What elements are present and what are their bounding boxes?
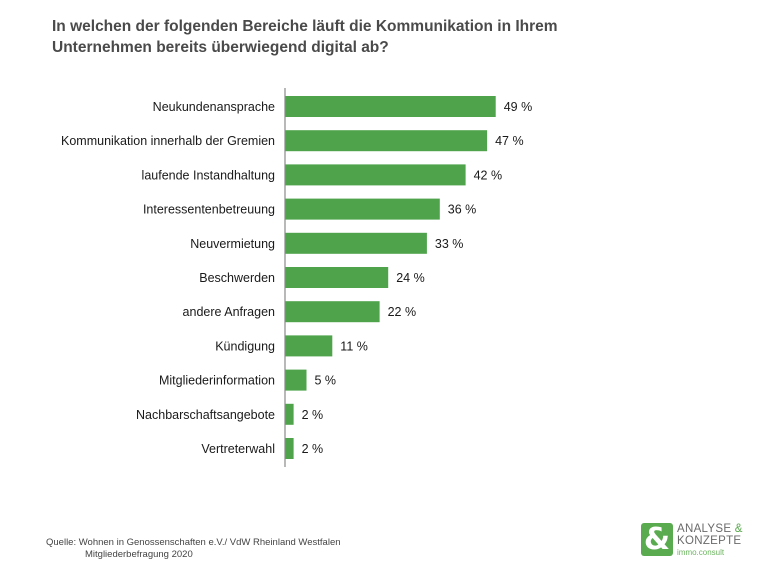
ampersand-logo-icon: &: [641, 523, 673, 556]
bar-10: [285, 438, 294, 459]
chart-title-line-1: In welchen der folgenden Bereiche läuft …: [52, 18, 558, 35]
bar-9: [285, 403, 294, 425]
category-label: Vertreterwahl: [201, 442, 275, 456]
category-label: Neukundenansprache: [153, 100, 275, 114]
value-label: 42 %: [474, 168, 503, 182]
bar-2: [285, 164, 466, 186]
value-label: 49 %: [504, 100, 533, 114]
category-label: Mitgliederinformation: [159, 374, 275, 388]
company-logo: & ANALYSE & KONZEPTE immo.consult: [641, 522, 761, 560]
value-label: 5 %: [315, 374, 337, 388]
value-label: 24 %: [396, 271, 425, 285]
logo-text-konzepte: KONZEPTE: [677, 535, 742, 547]
source-line-1: Quelle: Wohnen in Genossenschaften e.V./…: [46, 537, 341, 548]
bar-4: [285, 232, 427, 254]
value-label: 2 %: [302, 442, 324, 456]
category-label: andere Anfragen: [183, 305, 275, 319]
bar-0: [285, 96, 496, 117]
category-label: Nachbarschaftsangebote: [136, 408, 275, 422]
category-label: Kommunikation innerhalb der Gremien: [61, 134, 275, 148]
bar-6: [285, 301, 380, 323]
logo-text-analyse: ANALYSE &: [677, 523, 743, 535]
category-label: Kündigung: [215, 339, 275, 353]
source-line-2: Mitgliederbefragung 2020: [85, 549, 193, 560]
value-label: 11 %: [340, 339, 368, 353]
chart-title: In welchen der folgenden Bereiche läuft …: [52, 16, 652, 58]
logo-text-ampersand: &: [734, 523, 743, 535]
value-label: 47 %: [495, 134, 523, 148]
category-label: Interessentenbetreuung: [143, 203, 275, 217]
logo-text-immo-consult: immo.consult: [677, 548, 725, 557]
value-label: 33 %: [435, 237, 464, 251]
bar-8: [285, 369, 307, 391]
category-label: Neuvermietung: [190, 237, 275, 251]
value-label: 36 %: [448, 203, 477, 217]
bar-1: [285, 130, 488, 152]
chart-title-line-2: Unternehmen bereits überwiegend digital …: [52, 39, 389, 56]
category-label: Beschwerden: [199, 271, 275, 285]
source-note: Quelle: Wohnen in Genossenschaften e.V./…: [46, 537, 341, 561]
value-label: 2 %: [302, 408, 324, 422]
bar-3: [285, 198, 440, 220]
bar-5: [285, 267, 389, 288]
bar-7: [285, 335, 333, 357]
value-label: 22 %: [388, 305, 417, 319]
logo-text-analyse-word: ANALYSE: [677, 523, 735, 535]
category-label: laufende Instandhaltung: [142, 168, 275, 182]
